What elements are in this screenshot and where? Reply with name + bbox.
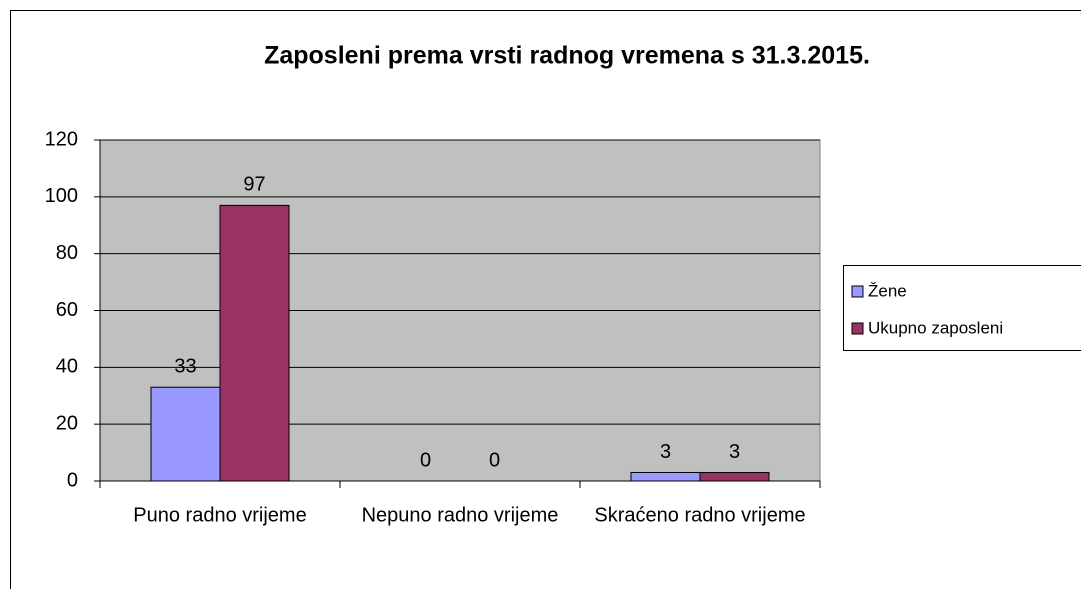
data-label: 0	[420, 449, 431, 471]
chart-title: Zaposleni prema vrsti radnog vremena s 3…	[264, 42, 870, 70]
legend-swatch	[851, 322, 864, 335]
data-label: 33	[174, 356, 196, 378]
y-tick-label: 100	[45, 185, 78, 207]
x-tick-label: Puno radno vrijeme	[133, 504, 306, 526]
y-tick-label: 20	[56, 412, 78, 434]
data-label: 3	[729, 441, 740, 463]
y-tick-label: 60	[56, 299, 78, 321]
legend-box	[843, 265, 1081, 351]
data-label: 97	[243, 174, 265, 196]
data-label: 3	[660, 441, 671, 463]
y-tick-label: 40	[56, 356, 78, 378]
legend-swatch	[851, 285, 864, 298]
y-tick-label: 80	[56, 242, 78, 264]
x-tick-label: Skraćeno radno vrijeme	[594, 504, 805, 526]
x-tick-label: Nepuno radno vrijeme	[362, 504, 559, 526]
data-label: 0	[489, 449, 500, 471]
bar	[699, 471, 770, 482]
bar	[630, 471, 701, 482]
bar	[150, 386, 221, 482]
y-tick-label: 0	[67, 469, 78, 491]
bar	[219, 204, 290, 482]
y-tick-label: 120	[45, 128, 78, 150]
legend-label: Žene	[868, 281, 907, 300]
legend-label: Ukupno zaposleni	[868, 318, 1003, 337]
